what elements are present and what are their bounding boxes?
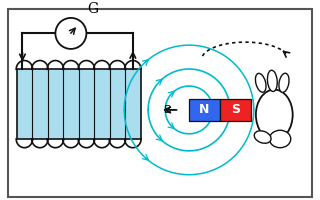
Ellipse shape — [279, 73, 289, 92]
Text: G: G — [87, 2, 99, 16]
Bar — [17, 69, 140, 139]
Ellipse shape — [255, 73, 266, 92]
Bar — [220, 99, 251, 121]
Ellipse shape — [269, 130, 291, 148]
Ellipse shape — [268, 70, 277, 91]
Text: B: B — [164, 105, 172, 115]
Ellipse shape — [254, 131, 271, 143]
Text: S: S — [231, 103, 240, 116]
Bar — [189, 99, 220, 121]
Text: N: N — [199, 103, 210, 116]
Ellipse shape — [256, 90, 293, 140]
Circle shape — [55, 18, 86, 49]
